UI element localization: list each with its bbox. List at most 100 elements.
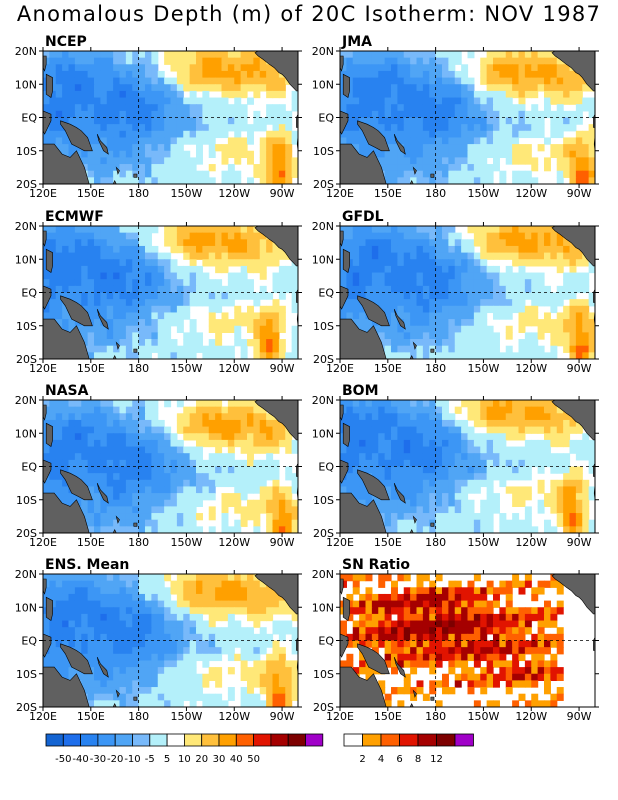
field-cell <box>550 466 558 474</box>
field-cell <box>291 130 298 139</box>
land-mask <box>342 422 350 447</box>
field-cell <box>240 239 248 247</box>
field-cell <box>505 292 513 300</box>
field-cell <box>435 285 443 294</box>
field-cell <box>68 64 76 72</box>
field-cell <box>467 157 475 165</box>
field-cell <box>94 51 101 59</box>
field-cell <box>448 90 456 99</box>
field-cell <box>113 352 121 359</box>
field-cell <box>486 439 494 448</box>
x-tick-label: 150W <box>468 187 500 200</box>
field-cell <box>435 117 443 125</box>
field-cell <box>410 245 418 254</box>
field-cell <box>259 593 267 602</box>
field-cell <box>132 90 140 99</box>
field-cell <box>145 446 152 454</box>
field-cell <box>569 519 577 527</box>
field-cell <box>378 325 386 333</box>
field-cell <box>132 600 140 608</box>
field-cell <box>94 613 101 622</box>
field-cell <box>183 593 191 602</box>
field-cell <box>113 64 121 72</box>
field-cell <box>151 130 159 139</box>
field-cell <box>196 150 203 158</box>
field-cell <box>183 292 191 300</box>
field-cell <box>119 110 127 119</box>
field-cell <box>569 499 577 507</box>
field-cell <box>113 453 121 461</box>
field-cell <box>106 526 114 533</box>
field-cell <box>151 446 159 454</box>
field-cell <box>416 486 424 494</box>
field-cell <box>170 124 178 132</box>
field-cell <box>442 245 449 254</box>
field-cell <box>157 593 165 602</box>
field-cell <box>365 279 373 287</box>
field-cell <box>480 226 488 234</box>
field-cell <box>403 513 411 521</box>
field-cell <box>422 70 430 79</box>
field-cell <box>365 252 373 260</box>
field-cell <box>132 137 140 145</box>
field-cell <box>119 157 127 165</box>
field-cell <box>371 473 379 481</box>
field-cell <box>208 245 216 254</box>
field-cell <box>272 305 280 314</box>
field-cell <box>461 124 469 132</box>
field-cell <box>384 513 392 521</box>
field-cell <box>582 259 590 267</box>
field-cell <box>170 245 178 254</box>
field-cell <box>157 252 165 260</box>
field-cell <box>505 252 513 260</box>
field-cell <box>556 493 564 501</box>
field-cell <box>480 117 488 125</box>
field-cell <box>410 299 418 307</box>
field-cell <box>68 493 76 501</box>
field-cell <box>537 345 545 353</box>
field-cell <box>202 226 210 234</box>
field-cell <box>575 466 583 474</box>
field-cell <box>588 345 595 353</box>
field-cell <box>132 513 140 521</box>
field-cell <box>164 305 172 314</box>
field-cell <box>208 325 216 333</box>
field-cell <box>157 574 165 582</box>
field-cell <box>196 124 203 132</box>
field-cell <box>106 587 114 595</box>
field-cell <box>145 479 152 488</box>
field-cell <box>62 84 70 92</box>
field-cell <box>505 130 513 139</box>
field-cell <box>227 453 235 461</box>
field-cell <box>352 406 360 414</box>
x-tick-label: 90W <box>270 187 295 200</box>
field-cell <box>512 426 520 434</box>
field-cell <box>87 459 95 468</box>
field-cell <box>410 64 418 72</box>
field-cell <box>145 413 152 421</box>
field-cell <box>416 526 424 533</box>
field-cell <box>384 90 392 99</box>
field-cell <box>435 239 443 247</box>
field-cell <box>365 64 373 72</box>
field-cell <box>125 226 133 234</box>
field-cell <box>346 90 354 99</box>
field-cell <box>435 124 443 132</box>
field-cell <box>371 466 379 474</box>
field-cell <box>416 406 424 414</box>
field-cell <box>145 252 152 260</box>
field-cell <box>215 433 223 441</box>
field-cell <box>480 137 488 145</box>
field-cell <box>240 90 248 99</box>
field-cell <box>285 279 293 287</box>
land-mask <box>409 355 414 359</box>
field-cell <box>221 70 229 79</box>
field-cell <box>196 486 203 494</box>
field-cell <box>234 486 242 494</box>
field-cell <box>240 459 248 468</box>
field-cell <box>454 305 462 314</box>
field-cell <box>448 252 456 260</box>
field-cell <box>151 299 159 307</box>
field-cell <box>486 493 494 501</box>
land-mask <box>254 400 298 441</box>
